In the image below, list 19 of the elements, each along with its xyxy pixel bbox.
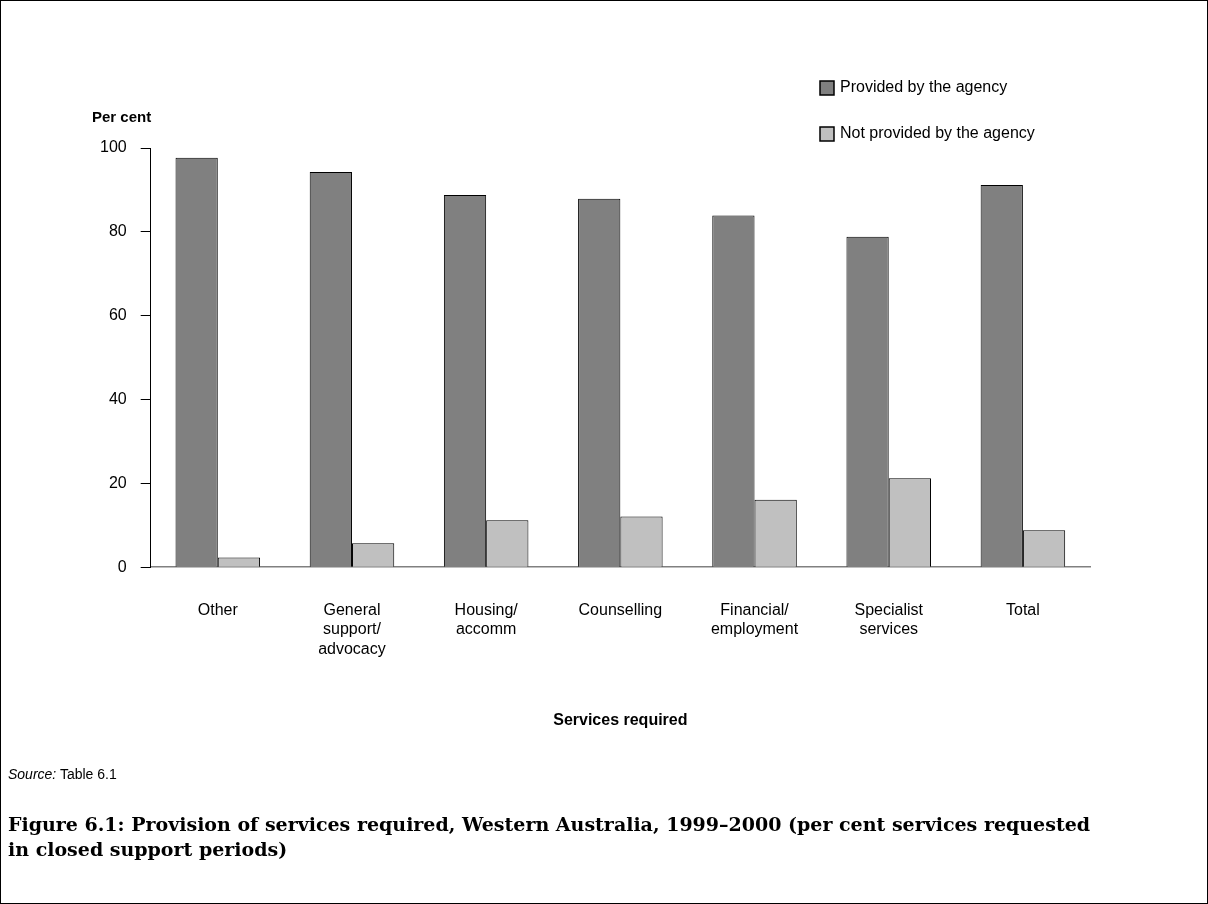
y-tick-label: 40 bbox=[108, 389, 127, 407]
x-axis-title: Services required bbox=[553, 710, 688, 728]
y-axis-title: Per cent bbox=[92, 108, 152, 125]
x-tick-label: Total bbox=[1006, 601, 1040, 619]
text: Figure 6.1: Provision of services required, Western Australia, 1999–2000 (per cent services requested in closed support periods) bbox=[8, 812, 1092, 862]
legend-label: Provided by the agency bbox=[840, 78, 1008, 96]
x-tick-label: Housing/ accomm bbox=[454, 601, 519, 638]
x-tick-label: Other bbox=[197, 601, 239, 619]
source-note: Source: Table 6.1 bbox=[8, 766, 117, 782]
y-tick-label: 0 bbox=[117, 557, 127, 575]
y-tick-label: 60 bbox=[108, 306, 127, 324]
x-tick-label: Specialist services bbox=[854, 601, 924, 638]
y-tick-label: 80 bbox=[108, 222, 127, 240]
y-tick-label: 20 bbox=[108, 473, 127, 491]
x-tick-label: Financial/ employment bbox=[710, 601, 799, 638]
legend-label: Not provided by the agency bbox=[840, 124, 1035, 142]
x-tick-label: General support/ advocacy bbox=[318, 601, 386, 657]
x-tick-label: Counselling bbox=[578, 601, 663, 619]
y-tick-label: 100 bbox=[99, 138, 127, 156]
